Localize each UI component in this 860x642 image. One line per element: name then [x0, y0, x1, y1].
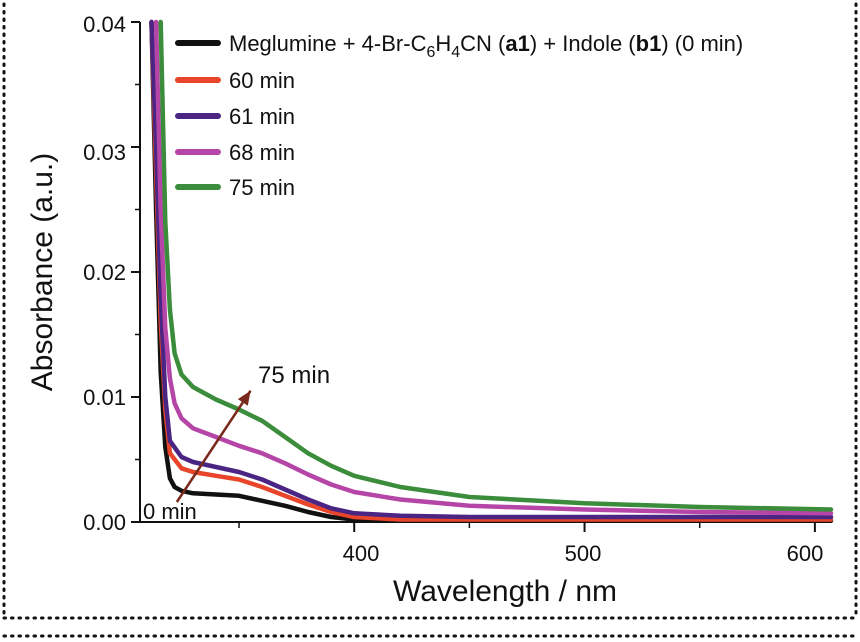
y-axis-title: Absorbance (a.u.): [26, 153, 59, 391]
series-line: [153, 19, 834, 516]
y-tick-label: 0.02: [83, 260, 126, 285]
y-tick-label: 0.00: [83, 510, 126, 535]
annotation-end-label: 75 min: [258, 362, 330, 389]
series-line: [149, 19, 834, 524]
x-tick-label: 600: [787, 541, 824, 566]
legend-label: 68 min: [229, 140, 295, 165]
annotation-start-label: 0 min: [143, 499, 197, 524]
trend-arrow: [175, 390, 252, 503]
y-tick-label: 0.04: [83, 12, 126, 37]
plot-area: 0.00 0.01 0.02 0.03 0.04 400 500 600 Wav…: [26, 12, 834, 608]
x-axis-title: Wavelength / nm: [393, 575, 617, 608]
x-tick-label: 500: [565, 541, 602, 566]
y-tick-labels: 0.00 0.01 0.02 0.03 0.04: [83, 12, 126, 535]
legend-label: 75 min: [229, 175, 295, 200]
y-tick-label: 0.03: [83, 140, 126, 165]
x-tick-label: 400: [343, 541, 380, 566]
legend: Meglumine + 4-Br-C6H4CN (a1) + Indole (b…: [175, 31, 743, 200]
y-tick-label: 0.01: [83, 385, 126, 410]
series-layer: [149, 19, 834, 524]
x-tick-labels: 400 500 600: [343, 541, 824, 566]
legend-label: 60 min: [229, 68, 295, 93]
series-line: [158, 19, 834, 512]
series-line: [149, 19, 834, 520]
trend-arrow-head: [237, 390, 251, 406]
legend-label: 61 min: [229, 104, 295, 129]
series-line: [149, 19, 834, 522]
axis-ticks: [131, 21, 816, 532]
legend-label-0min: Meglumine + 4-Br-C6H4CN (a1) + Indole (b…: [229, 31, 743, 61]
trend-arrow-shaft: [175, 390, 252, 503]
